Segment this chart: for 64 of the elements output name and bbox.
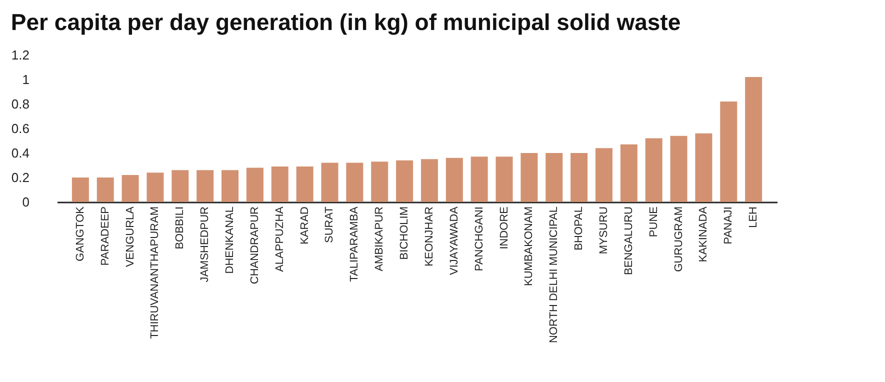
x-tick-label: BENGALURU <box>622 206 635 275</box>
x-tick-label: PANAJI <box>722 206 735 244</box>
x-tick-label: BICHOLIM <box>398 206 411 260</box>
bar <box>720 102 738 202</box>
bar <box>271 166 288 202</box>
y-tick-label: 0.2 <box>11 170 30 185</box>
x-tick-label: KEONJHAR <box>423 206 436 266</box>
x-tick-label: PARADEEP <box>99 206 112 266</box>
bar <box>72 178 89 202</box>
bar <box>122 175 139 202</box>
y-tick-label: 1.2 <box>11 48 30 62</box>
x-tick-label: GURUGRAM <box>672 206 685 272</box>
x-tick-label: PUNE <box>648 206 660 238</box>
x-tick-label: ALAPPUZHA <box>274 206 286 272</box>
bar <box>546 153 563 202</box>
x-tick-label: TALIPARAMBA <box>348 206 361 282</box>
x-tick-label: SURAT <box>324 206 336 243</box>
bar <box>496 156 513 202</box>
x-tick-label: GANGTOK <box>74 206 86 262</box>
y-tick-label: 1 <box>22 72 30 87</box>
x-tick-label: JAMSHEDPUR <box>199 206 212 282</box>
bar <box>446 158 463 202</box>
y-tick-label: 0.4 <box>11 146 30 160</box>
bar <box>520 153 538 202</box>
y-tick-label: 0.8 <box>11 96 30 112</box>
x-tick-label: LEH <box>748 206 760 228</box>
bar <box>371 162 388 202</box>
bar <box>196 170 214 202</box>
x-tick-label: CHANDRAPUR <box>248 206 261 284</box>
x-tick-label: NORTH DELHI MUNICIPAL <box>548 206 560 344</box>
y-tick-label: 0 <box>22 194 30 210</box>
bar <box>570 153 588 202</box>
bar <box>146 172 164 202</box>
x-tick-label: BHOPAL <box>573 206 586 250</box>
bar <box>620 144 638 202</box>
x-tick-label: KUMBAKONAM <box>523 206 536 286</box>
x-tick-label: AMBIKAPUR <box>374 206 386 272</box>
bar <box>695 133 712 202</box>
x-tick-label: VIJAYAWADA <box>448 206 460 275</box>
bar <box>346 162 364 202</box>
bar <box>645 138 662 202</box>
bar <box>595 148 612 202</box>
x-tick-label: MYSURU <box>598 206 610 254</box>
y-tick-label: 0.6 <box>11 121 30 136</box>
x-tick-label: KARAD <box>298 206 311 244</box>
bar <box>470 156 488 202</box>
x-tick-label: DHENKANAL <box>224 206 236 274</box>
x-tick-label: PANCHGANI <box>473 206 486 272</box>
x-tick-label: KAKINADA <box>698 206 710 262</box>
bar <box>96 178 114 202</box>
bar <box>246 168 264 202</box>
bar <box>321 162 338 202</box>
bar <box>172 170 189 202</box>
x-tick-label: BOBBILI <box>174 206 186 250</box>
bar <box>745 77 762 202</box>
chart-title: Per capita per day generation (in kg) of municipal solid waste <box>10 9 681 35</box>
bar <box>396 160 414 202</box>
bar <box>420 159 438 202</box>
bar <box>296 166 314 202</box>
x-tick-label: INDORE <box>498 206 510 250</box>
x-tick-label: THIRUVANANTHAPURAM <box>149 206 162 339</box>
x-tick-label: VENGURLA <box>124 206 136 268</box>
bar <box>670 136 688 202</box>
bar <box>222 170 239 202</box>
